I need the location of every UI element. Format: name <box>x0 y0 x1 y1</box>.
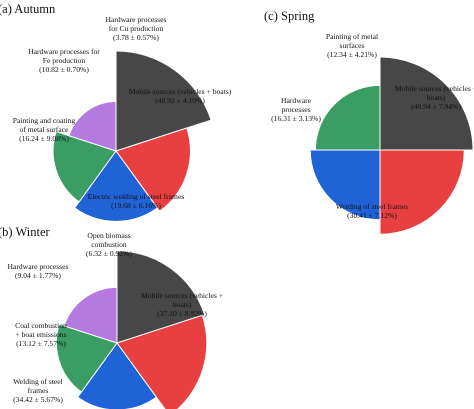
autumn-slice-label-2-line-2: (16.24 ± 9.08%) <box>19 134 69 143</box>
winter-slice-label-1: Welding of steel frames (34.42 ± 5.67%) <box>13 377 63 404</box>
spring-slice-label-1-line-1: (30.41 ± 7.12%) <box>347 211 397 220</box>
spring-slice-label-0: Mobile sources (vehicles + boats) (40.94 ±… <box>395 84 474 111</box>
winter-slice-label-3-line-0: Hardware processes <box>8 262 69 271</box>
winter-slice-1 <box>116 314 208 409</box>
autumn-slice-label-1: Electric welding of steel frames (19.68 ±… <box>88 192 185 210</box>
panel-winter-labels: Mobile sources (vehicles + boats) (37.10 ±… <box>8 231 224 404</box>
autumn-slice-1 <box>115 127 191 212</box>
spring-slice-0 <box>379 56 474 151</box>
winter-slice-label-4-line-1: combustion <box>91 240 127 249</box>
panel-spring-labels: Mobile sources (vehicles + boats) (40.94 ±… <box>271 32 474 220</box>
winter-slice-label-2-line-2: (13.12 ± 7.57%) <box>16 339 66 348</box>
spring-slice-label-1: Welding of steel frames (30.41 ± 7.12%) <box>336 202 408 220</box>
winter-slice-label-3-line-1: (9.04 ± 1.77%) <box>15 271 61 280</box>
spring-slice-label-0-line-1: boats) <box>427 93 446 102</box>
winter-slice-label-4-line-2: (6.32 ± 0.92%) <box>86 249 132 258</box>
panel-spring-slices <box>309 56 474 235</box>
winter-slice-0 <box>116 250 206 344</box>
spring-slice-label-2: Hardware processes (16.31 ± 3.13%) <box>271 96 321 123</box>
spring-slice-label-3-line-1: surfaces <box>340 41 365 50</box>
winter-slice-label-0-line-1: boats) <box>173 300 192 309</box>
autumn-slice-label-4-line-1: for Cu production <box>109 24 164 33</box>
spring-slice-label-3: Painting of metal surfaces (12.34 ± 4.21%) <box>326 32 378 59</box>
spring-slice-label-3-line-0: Painting of metal <box>326 32 378 41</box>
panel-autumn: (a) Autumn Mobile sources (vehicles + bo… <box>0 2 232 222</box>
panel-winter-title: (b) Winter <box>0 225 51 239</box>
winter-slice-label-2-line-0: Coal combustion <box>15 321 67 330</box>
autumn-slice-label-3-line-1: Fe production <box>43 56 86 65</box>
spring-slice-3 <box>314 84 381 151</box>
panel-spring: (c) Spring Mobile sources (vehicles + boa… <box>264 9 474 235</box>
winter-slice-label-4-line-0: Open biomass <box>87 231 130 240</box>
autumn-slice-label-4-line-0: Hardware processes <box>106 15 167 24</box>
autumn-slice-label-1-line-0: Electric welding of steel frames <box>88 192 185 201</box>
panel-winter-slices <box>55 250 208 409</box>
winter-slice-label-1-line-1: frames <box>28 386 49 395</box>
autumn-slice-label-1-line-1: (19.68 ± 6.16%) <box>111 201 161 210</box>
spring-slice-label-2-line-1: processes <box>281 105 310 114</box>
spring-slice-1 <box>379 149 465 235</box>
panel-autumn-labels: Mobile sources (vehicles + boats) (48.92 … <box>13 15 232 210</box>
autumn-slice-label-0: Mobile sources (vehicles + boats) (48.92 … <box>129 87 232 105</box>
autumn-slice-label-2-line-0: Painting and coating <box>13 116 76 125</box>
spring-slice-label-0-line-2: (40.94 ± 7.94%) <box>411 102 461 111</box>
panel-winter: (b) Winter Mobile sources (vehicles + boa… <box>0 225 223 409</box>
winter-slice-3 <box>55 323 118 393</box>
panel-spring-title: (c) Spring <box>264 9 315 23</box>
autumn-slice-label-3-line-2: (10.82 ± 0.70%) <box>39 65 89 74</box>
winter-slice-label-1-line-2: (34.42 ± 5.67%) <box>13 395 63 404</box>
autumn-slice-label-4-line-2: (3.78 ± 0.57%) <box>113 33 159 42</box>
spring-slice-2 <box>309 149 381 221</box>
autumn-slice-4 <box>68 101 117 152</box>
autumn-slice-label-0-line-1: (48.92 ± 4.10%) <box>155 96 205 105</box>
spring-slice-label-2-line-2: (16.31 ± 3.13%) <box>271 114 321 123</box>
autumn-slice-label-0-line-0: Mobile sources (vehicles + boats) <box>129 87 232 96</box>
winter-slice-label-1-line-0: Welding of steel <box>13 377 63 386</box>
panel-autumn-title: (a) Autumn <box>0 2 56 16</box>
winter-slice-label-0: Mobile sources (vehicles + boats) (37.10 ±… <box>141 291 223 318</box>
spring-slice-label-3-line-2: (12.34 ± 4.21%) <box>327 50 377 59</box>
autumn-slice-label-3-line-0: Hardware processes for <box>28 47 100 56</box>
winter-slice-label-2-line-1: + boat emissions <box>15 330 66 339</box>
autumn-slice-3 <box>52 130 117 203</box>
winter-slice-2 <box>76 342 158 409</box>
spring-slice-label-1-line-0: Welding of steel frames <box>336 202 408 211</box>
autumn-slice-label-2: Painting and coating of metal surface (16.… <box>13 116 76 143</box>
autumn-slice-0 <box>115 50 212 152</box>
spring-slice-label-2-line-0: Hardware <box>281 96 312 105</box>
winter-slice-label-2: Coal combustion + boat emissions (13.12 ± … <box>15 321 67 348</box>
winter-slice-label-0-line-0: Mobile sources (vehicles + <box>141 291 223 300</box>
winter-slice-label-4: Open biomass combustion (6.32 ± 0.92%) <box>86 231 132 258</box>
autumn-slice-label-3: Hardware processes for Fe production (10.8… <box>28 47 100 74</box>
winter-slice-label-0-line-2: (37.10 ± 8.92%) <box>157 309 207 318</box>
spring-slice-label-0-line-0: Mobile sources (vehicles + <box>395 84 474 93</box>
winter-slice-4 <box>63 286 118 344</box>
autumn-slice-label-2-line-1: of metal surface <box>20 125 70 134</box>
panel-autumn-slices <box>52 50 212 222</box>
winter-slice-label-3: Hardware processes (9.04 ± 1.77%) <box>8 262 69 280</box>
autumn-slice-label-4: Hardware processes for Cu production (3.78… <box>106 15 167 42</box>
autumn-slice-2 <box>73 150 159 222</box>
